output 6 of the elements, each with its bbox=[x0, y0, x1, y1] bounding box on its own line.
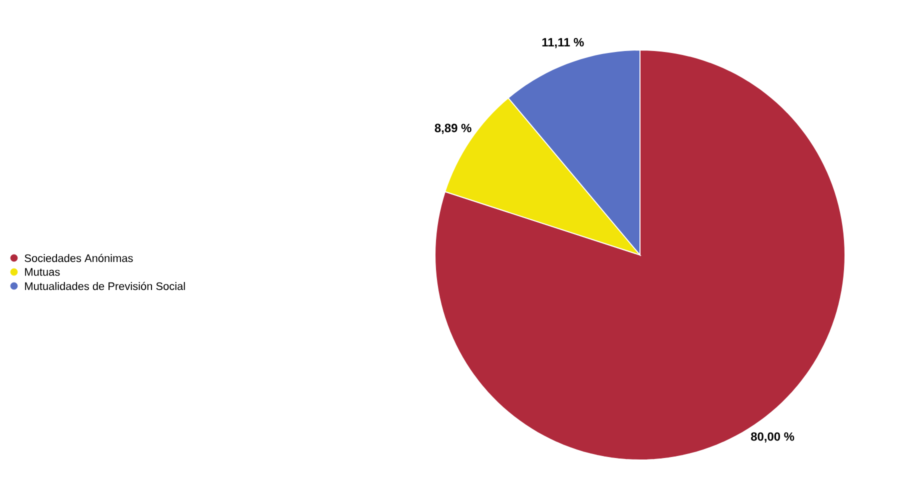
legend-label: Mutualidades de Previsión Social bbox=[25, 282, 185, 290]
data-label: 80,00 % bbox=[750, 432, 794, 443]
data-label: 8,89 % bbox=[434, 124, 472, 134]
data-label: 11,11 % bbox=[542, 38, 584, 48]
legend-label: Mutuas bbox=[25, 268, 60, 276]
legend-label: Sociedades Anónimas bbox=[24, 254, 133, 262]
